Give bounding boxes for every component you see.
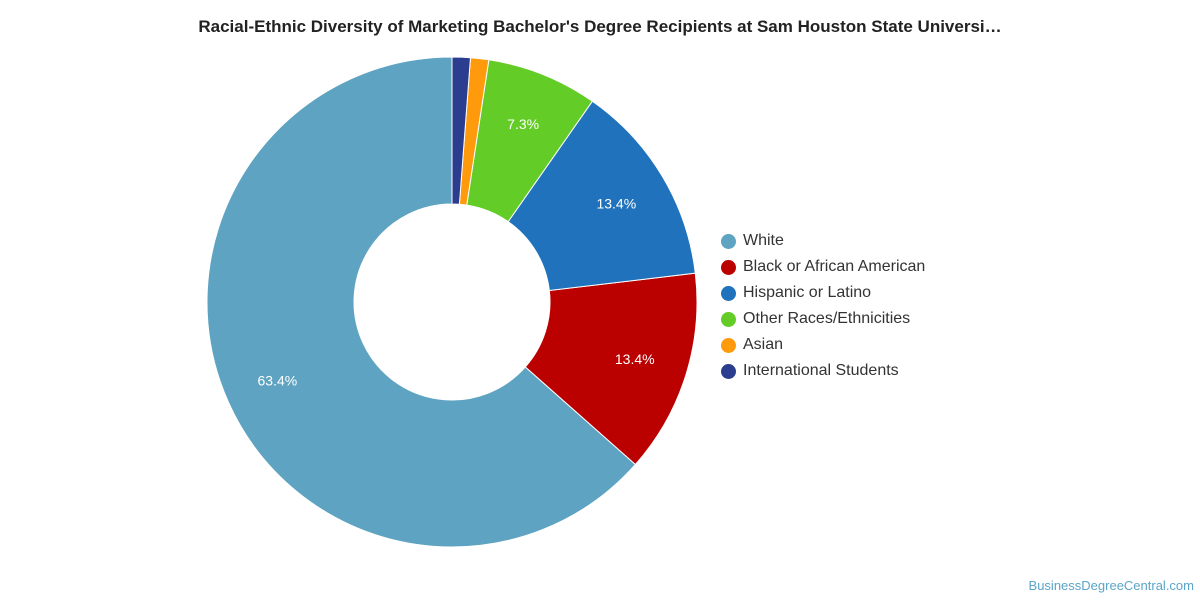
legend-dot-icon — [721, 259, 736, 275]
slice-hispanic-or-latino[interactable] — [507, 100, 696, 292]
legend-label: Hispanic or Latino — [743, 284, 872, 301]
legend-dot-icon — [721, 311, 736, 327]
legend-label: Other Races/Ethnicities — [743, 310, 911, 327]
legend-dot-icon — [721, 337, 736, 353]
legend-dot-icon — [721, 285, 736, 301]
legend-dot-icon — [721, 233, 736, 249]
legend-label: Asian — [743, 336, 784, 353]
legend-item-white[interactable]: White — [721, 228, 925, 254]
slice-label-other-races-ethnicities: 7.3% — [507, 116, 539, 132]
slice-international-students[interactable] — [451, 56, 472, 205]
legend-item-other-races-ethnicities[interactable]: Other Races/Ethnicities — [721, 306, 925, 332]
slice-label-hispanic-or-latino: 13.4% — [596, 196, 636, 212]
legend-label: International Students — [743, 362, 899, 379]
source-credit-link[interactable]: BusinessDegreeCentral.com — [1028, 578, 1194, 593]
slice-label-black-or-african-american: 13.4% — [615, 351, 655, 367]
legend-item-hispanic-or-latino[interactable]: Hispanic or Latino — [721, 280, 925, 306]
chart-legend: White Black or African American Hispanic o… — [721, 228, 925, 384]
legend-item-black-or-african-american[interactable]: Black or African American — [721, 254, 925, 280]
legend-item-international-students[interactable]: International Students — [721, 358, 925, 384]
legend-label: Black or African American — [743, 258, 926, 275]
legend-dot-icon — [721, 363, 736, 379]
legend-label: White — [743, 232, 784, 249]
slice-black-or-african-american[interactable] — [524, 272, 698, 466]
slice-white[interactable] — [206, 56, 637, 548]
slice-label-white: 63.4% — [258, 373, 298, 389]
legend-item-asian[interactable]: Asian — [721, 332, 925, 358]
chart-title: Racial-Ethnic Diversity of Marketing Bac… — [198, 17, 1002, 36]
